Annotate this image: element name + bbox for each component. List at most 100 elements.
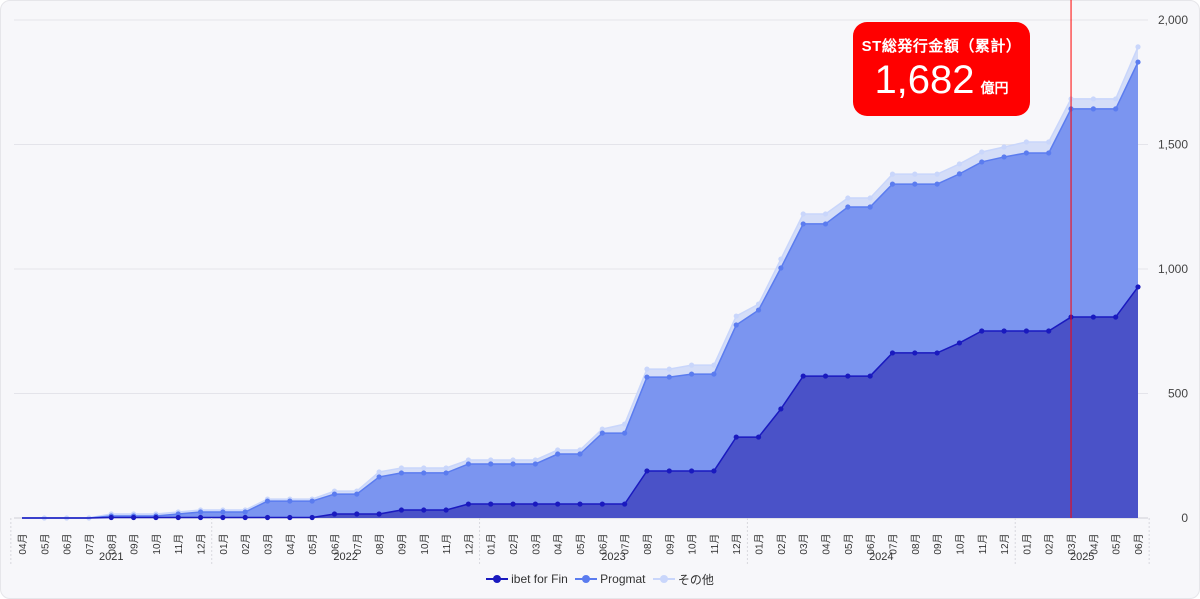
point-progmat — [1023, 150, 1029, 156]
month-tick-label: 12月 — [999, 533, 1011, 554]
point-other — [1001, 144, 1007, 150]
y-tick-label: 0 — [1181, 511, 1188, 525]
month-tick-label: 07月 — [352, 533, 364, 554]
month-tick-label: 10月 — [151, 533, 163, 554]
point-ibet — [510, 501, 516, 507]
point-ibet — [599, 501, 605, 507]
point-ibet — [331, 511, 338, 517]
month-tick-label: 01月 — [486, 533, 498, 554]
month-tick-label: 05月 — [307, 533, 319, 554]
point-other — [867, 195, 873, 201]
point-ibet — [354, 511, 360, 517]
month-tick-label: 04月 — [285, 533, 297, 554]
month-tick-label: 06月 — [329, 533, 341, 554]
point-ibet — [912, 350, 918, 356]
point-ibet — [309, 514, 315, 521]
month-tick-label: 07月 — [84, 533, 96, 554]
month-tick-label: 05月 — [1111, 533, 1123, 554]
point-ibet — [822, 373, 829, 379]
legend-item-ibet[interactable]: ibet for Fin — [486, 572, 568, 586]
point-other — [421, 465, 427, 471]
point-progmat — [711, 371, 717, 377]
total-issuance-callout: ST総発行金額（累計） 1,682 億円 — [853, 22, 1030, 116]
area-ibet — [22, 286, 1138, 518]
legend-label: Progmat — [600, 572, 646, 586]
point-ibet — [197, 514, 204, 521]
point-ibet — [755, 434, 762, 440]
point-ibet — [398, 507, 405, 513]
point-progmat — [309, 498, 315, 504]
point-ibet — [242, 514, 248, 521]
point-progmat — [755, 307, 762, 313]
month-tick-label: 08月 — [642, 533, 654, 554]
year-label: 2021 — [99, 551, 123, 563]
month-tick-label: 02月 — [776, 533, 788, 554]
point-ibet — [845, 373, 851, 379]
point-ibet — [1001, 328, 1007, 334]
point-ibet — [532, 501, 538, 507]
month-tick-label: 01月 — [218, 533, 230, 554]
point-other — [532, 457, 538, 463]
point-ibet — [1090, 314, 1096, 320]
y-tick-label: 1,500 — [1158, 138, 1188, 152]
month-tick-label: 06月 — [597, 533, 609, 554]
point-other — [398, 465, 405, 471]
legend-label: その他 — [677, 572, 714, 587]
point-progmat — [465, 461, 471, 467]
point-ibet — [555, 501, 561, 507]
point-other — [465, 457, 471, 463]
month-tick-label: 10月 — [687, 533, 699, 554]
point-ibet — [666, 468, 672, 474]
point-ibet — [153, 514, 159, 521]
month-tick-label: 10月 — [419, 533, 431, 554]
month-tick-label: 01月 — [754, 533, 766, 554]
point-progmat — [197, 509, 204, 515]
point-ibet — [577, 501, 583, 507]
month-tick-label: 04月 — [1088, 533, 1100, 554]
point-other — [1135, 44, 1141, 50]
month-tick-label: 06月 — [62, 533, 74, 554]
point-progmat — [599, 430, 605, 436]
point-progmat — [1135, 59, 1141, 65]
point-progmat — [376, 474, 382, 480]
point-progmat — [331, 491, 338, 497]
point-progmat — [644, 374, 650, 380]
month-tick-label: 09月 — [932, 533, 944, 554]
point-other — [778, 256, 784, 262]
point-progmat — [1090, 106, 1096, 112]
point-progmat — [242, 509, 248, 515]
point-ibet — [800, 373, 806, 379]
legend-item-progmat[interactable]: Progmat — [575, 572, 646, 586]
point-progmat — [354, 491, 360, 497]
legend-item-other[interactable]: その他 — [652, 571, 714, 588]
point-other — [488, 457, 494, 463]
month-tick-label: 03月 — [530, 533, 542, 554]
point-progmat — [1001, 154, 1007, 160]
month-tick-label: 12月 — [731, 533, 743, 554]
point-progmat — [867, 204, 873, 210]
point-progmat — [800, 221, 806, 227]
point-ibet — [956, 340, 963, 346]
point-ibet — [220, 514, 226, 521]
point-ibet — [778, 406, 784, 412]
month-tick-label: 11月 — [977, 534, 989, 554]
point-progmat — [666, 374, 672, 380]
month-tick-label: 04月 — [821, 533, 833, 554]
y-tick-label: 2,000 — [1158, 13, 1188, 27]
point-other — [822, 211, 829, 217]
point-ibet — [733, 434, 739, 440]
point-ibet — [1113, 314, 1119, 320]
point-other — [956, 161, 963, 167]
legend: ibet for Fin Progmat その他 — [0, 569, 1200, 588]
point-progmat — [845, 204, 851, 210]
month-tick-label: 05月 — [575, 533, 587, 554]
point-ibet — [689, 468, 695, 474]
point-other — [755, 301, 762, 307]
point-ibet — [889, 350, 896, 356]
month-tick-label: 09月 — [396, 533, 408, 554]
year-label: 2025 — [1070, 551, 1094, 563]
point-other — [577, 447, 583, 453]
point-progmat — [622, 430, 628, 436]
point-progmat — [822, 221, 829, 227]
